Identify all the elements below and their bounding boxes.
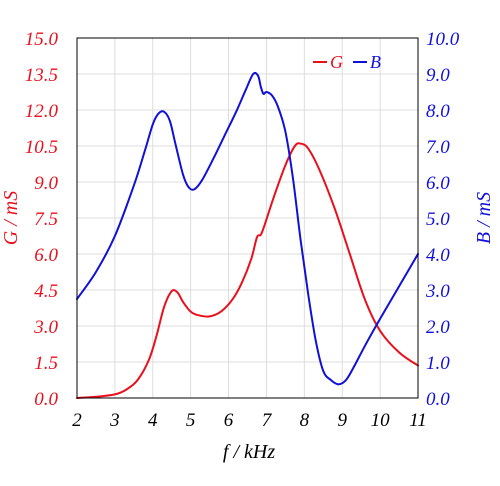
y-right-tick-label: 2.0: [426, 317, 450, 338]
y-left-tick-label: 0.0: [34, 389, 58, 410]
x-tick-label: 2: [72, 410, 82, 431]
x-tick-label: 3: [109, 410, 120, 431]
x-tick-label: 4: [148, 410, 158, 431]
y-right-tick-label: 5.0: [426, 209, 450, 230]
y-left-tick-label: 10.5: [25, 137, 58, 158]
plot-frame: [76, 37, 419, 399]
y-left-tick-labels: 0.0 1.5 3.0 4.5 6.0 7.5 9.0 10.5 12.0 13.5 15.0: [25, 29, 59, 410]
y-left-tick-label: 1.5: [34, 353, 58, 374]
x-tick-label: 7: [262, 410, 273, 431]
y-right-tick-label: 1.0: [426, 353, 450, 374]
x-tick-label: 10: [371, 410, 391, 431]
x-tick-label: 6: [224, 410, 234, 431]
y-right-tick-label: 4.0: [426, 245, 450, 266]
y-left-axis-label: G / mS: [0, 191, 22, 245]
y-right-tick-label: 6.0: [426, 173, 450, 194]
y-right-axis-label: B / mS: [473, 192, 495, 244]
y-right-tick-label: 0.0: [426, 389, 450, 410]
y-left-tick-label: 15.0: [25, 29, 59, 50]
legend-label-b: B: [370, 52, 381, 72]
x-tick-label: 11: [409, 410, 427, 431]
x-tick-label: 9: [337, 410, 347, 431]
y-right-tick-label: 8.0: [426, 101, 450, 122]
y-left-tick-label: 13.5: [25, 65, 58, 86]
y-right-tick-label: 10.0: [426, 29, 460, 50]
series-lines: [76, 71, 419, 399]
x-tick-labels: 2 3 4 5 6 7 8 9 10 11: [72, 410, 427, 431]
y-left-tick-label: 6.0: [34, 245, 58, 266]
y-left-tick-label: 12.0: [25, 101, 59, 122]
y-left-tick-label: 3.0: [33, 317, 58, 338]
y-left-tick-label: 9.0: [34, 173, 58, 194]
y-right-tick-label: 9.0: [426, 65, 450, 86]
x-tick-label: 5: [186, 410, 196, 431]
y-right-tick-label: 7.0: [426, 137, 450, 158]
legend-label-g: G: [330, 52, 343, 72]
x-axis-label: f / kHz: [223, 441, 275, 463]
y-right-tick-labels: 0.0 1.0 2.0 3.0 4.0 5.0 6.0 7.0 8.0 9.0 10.0: [425, 29, 460, 410]
series-line-g: [76, 142, 419, 399]
series-line-b: [76, 71, 419, 386]
y-right-tick-label: 3.0: [425, 281, 450, 302]
x-tick-label: 8: [300, 410, 310, 431]
y-left-tick-label: 4.5: [34, 281, 58, 302]
y-left-tick-label: 7.5: [34, 209, 58, 230]
legend: G B: [313, 52, 381, 72]
